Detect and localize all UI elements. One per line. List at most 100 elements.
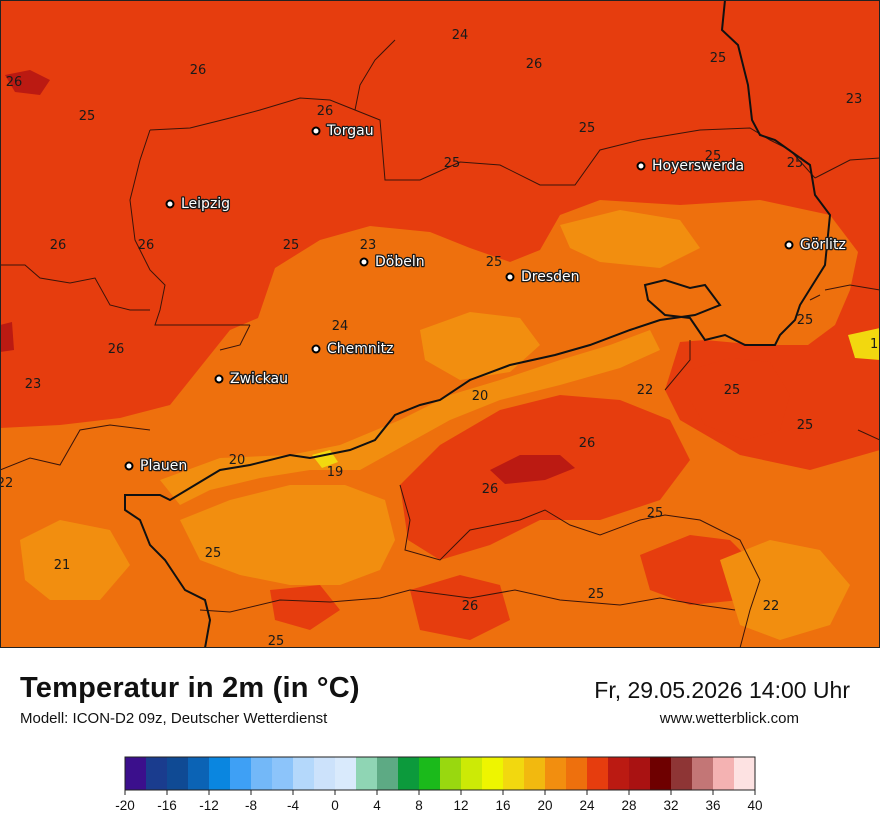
city-label: Dresden: [521, 269, 580, 285]
temp-label: 26: [138, 238, 155, 253]
city-marker: [165, 199, 175, 209]
temp-label: 25: [797, 313, 814, 328]
color-scale-legend: -20 -16 -12 -8 -4 0 4 8 12 16 20 24 28 32 36 40: [115, 756, 763, 813]
color-scale-tick-label: -8: [245, 798, 257, 813]
temp-label: 25: [588, 587, 605, 602]
website-link[interactable]: www.wetterblick.com: [659, 710, 799, 727]
color-scale-swatch: [335, 757, 357, 790]
city-marker: [784, 240, 794, 250]
model-source: Modell: ICON-D2 09z, Deutscher Wetterdie…: [20, 710, 328, 727]
city-label: Leipzig: [181, 196, 230, 212]
color-scale-tick-label: -12: [199, 798, 219, 813]
color-scale-swatch: [377, 757, 399, 790]
temp-label: 26: [462, 599, 479, 614]
color-scale-swatch: [230, 757, 252, 790]
color-scale-swatch: [440, 757, 462, 790]
color-scale-swatch: [587, 757, 609, 790]
color-scale-tick-label: 8: [415, 798, 423, 813]
color-scale-swatch: [503, 757, 525, 790]
color-scale-tick-label: 16: [495, 798, 510, 813]
city-label: Chemnitz: [327, 341, 394, 357]
temp-label: 25: [710, 51, 727, 66]
mild-zone-central: [420, 312, 540, 380]
city-label: Torgau: [326, 123, 374, 139]
temp-label: 26: [526, 57, 543, 72]
color-scale-swatch: [188, 757, 210, 790]
color-scale-swatch: [671, 757, 693, 790]
city-zwickau: Zwickau: [214, 370, 289, 388]
city-chemnitz: Chemnitz: [311, 340, 395, 358]
color-scale-tick-label: 36: [705, 798, 720, 813]
city-marker: [311, 126, 321, 136]
color-scale-swatch: [608, 757, 630, 790]
temp-label: 26: [190, 63, 207, 78]
temp-label: 24: [332, 319, 349, 334]
color-scale-swatch: [272, 757, 294, 790]
temp-label: 26: [6, 75, 23, 90]
color-scale-tick-label: 32: [663, 798, 678, 813]
temp-label: 26: [317, 104, 334, 119]
temp-label: 25: [724, 383, 741, 398]
temperature-map: 24 26 25 26 25 23 26 25 26 25 25 25 25 2…: [0, 0, 880, 648]
state-borders: [0, 39, 880, 648]
city-marker: [636, 161, 646, 171]
temp-label: 22: [637, 383, 654, 398]
color-scale-tick-label: 20: [537, 798, 552, 813]
city-label: Döbeln: [375, 254, 425, 270]
temp-label: 25: [268, 634, 285, 648]
city-dresden: Dresden: [505, 268, 581, 286]
color-scale-swatch: [650, 757, 672, 790]
color-scale-swatch: [713, 757, 735, 790]
color-scale-tick-label: -4: [287, 798, 299, 813]
cities: Torgau Hoyerswerda Leipzig Görlitz Döbel…: [124, 122, 847, 475]
color-scale-swatch: [125, 757, 147, 790]
color-scale-tick-label: 28: [621, 798, 636, 813]
temp-label: 20: [229, 453, 246, 468]
temp-label: 26: [108, 342, 125, 357]
temp-label: 25: [79, 109, 96, 124]
city-label: Görlitz: [800, 237, 846, 253]
temp-label: 21: [54, 558, 71, 573]
color-scale-swatch: [398, 757, 420, 790]
temp-label: 22: [0, 476, 13, 491]
color-scale-swatch: [734, 757, 756, 790]
color-scale-swatch: [209, 757, 231, 790]
color-scale-tick-label: 4: [373, 798, 381, 813]
temp-label: 17: [870, 337, 880, 352]
national-border: [124, 0, 832, 648]
color-scale-swatch: [566, 757, 588, 790]
city-plauen: Plauen: [124, 457, 189, 475]
city-marker: [505, 272, 515, 282]
color-scale-swatch: [356, 757, 378, 790]
temp-label: 25: [797, 418, 814, 433]
city-label: Hoyerswerda: [652, 158, 744, 174]
color-scale-tick-label: -20: [115, 798, 135, 813]
city-marker: [214, 374, 224, 384]
city-marker: [359, 257, 369, 267]
city-doebeln: Döbeln: [359, 253, 426, 271]
temp-label: 26: [482, 482, 499, 497]
warm-patch-southwest: [410, 575, 510, 640]
color-scale-swatch: [251, 757, 273, 790]
forecast-datetime: Fr, 29.05.2026 14:00 Uhr: [594, 677, 850, 703]
temp-label: 23: [846, 92, 863, 107]
color-scale-frame: [124, 756, 756, 791]
temp-label: 25: [787, 156, 804, 171]
temp-label: 25: [647, 506, 664, 521]
city-leipzig: Leipzig: [165, 195, 231, 213]
color-scale-swatch: [482, 757, 504, 790]
color-scale-tick-label: 40: [747, 798, 762, 813]
color-scale-swatches: [125, 757, 756, 790]
color-scale-swatch: [167, 757, 189, 790]
temperature-labels: 24 26 25 26 25 23 26 25 26 25 25 25 25 2…: [0, 28, 880, 648]
hot-spot-south: [490, 455, 575, 484]
color-scale-swatch: [629, 757, 651, 790]
city-goerlitz: Görlitz: [784, 236, 847, 254]
color-scale-tick-label: 24: [579, 798, 595, 813]
temp-label: 24: [452, 28, 469, 43]
color-scale-swatch: [545, 757, 567, 790]
color-scale-ticks: -20 -16 -12 -8 -4 0 4 8 12 16 20 24 28 32 36 40: [115, 790, 763, 813]
temp-label: 19: [327, 465, 344, 480]
city-label: Zwickau: [230, 371, 288, 387]
warm-patch-southwest-2: [270, 585, 340, 630]
